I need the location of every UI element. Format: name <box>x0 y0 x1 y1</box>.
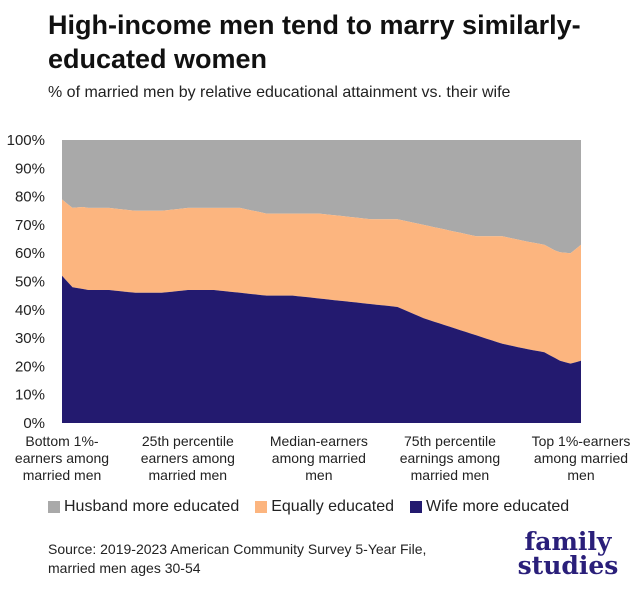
chart-subtitle: % of married men by relative educational… <box>48 84 511 101</box>
legend-item-wife: Wife more educated <box>410 498 569 516</box>
legend-swatch-husband <box>48 501 60 513</box>
y-tick-label: 40% <box>15 302 45 319</box>
x-tick-label: Top 1%-earners among married men <box>532 433 631 483</box>
y-tick-label: 70% <box>15 217 45 234</box>
stacked-area-chart: 0% 10% 20% 30% 40% 50% 60% 70% 80% 90% 100% Bottom … <box>7 132 631 483</box>
x-tick-label: 75th percentile earnings among married men <box>400 433 500 483</box>
y-tick-label: 30% <box>15 330 45 347</box>
y-tick-label: 50% <box>15 274 45 291</box>
legend-item-equal: Equally educated <box>255 498 394 516</box>
chart-title: High-income men tend to marry similarly-… <box>48 10 581 74</box>
legend-swatch-wife <box>410 501 422 513</box>
legend-item-husband: Husband more educated <box>48 498 239 516</box>
y-tick-label: 10% <box>15 387 45 404</box>
y-tick-label: 100% <box>7 132 45 149</box>
area-equally-educated <box>62 199 581 364</box>
y-tick-label: 80% <box>15 189 45 206</box>
x-tick-label: Bottom 1%-earners among married men <box>15 433 109 483</box>
legend-label-equal: Equally educated <box>271 498 394 515</box>
legend-label-husband: Husband more educated <box>64 498 240 515</box>
legend-label-wife: Wife more educated <box>426 498 570 515</box>
logo-line-1: family <box>524 527 612 556</box>
area-wife-more-educated <box>62 275 581 423</box>
x-tick-label: 25th percentile earners among married men <box>141 433 235 483</box>
y-tick-label: 90% <box>15 160 45 177</box>
family-studies-logo: family studies <box>512 527 624 580</box>
y-tick-label: 0% <box>23 415 45 432</box>
area-husband-more-educated <box>62 140 581 254</box>
logo-line-2: studies <box>517 551 619 580</box>
y-tick-label: 20% <box>15 358 45 375</box>
source-note: Source: 2019-2023 American Community Sur… <box>48 541 427 576</box>
legend-swatch-equal <box>255 501 268 513</box>
legend: Husband more educated Equally educated W… <box>48 498 618 516</box>
y-tick-label: 60% <box>15 245 45 262</box>
x-tick-label: Median-earners among married men <box>270 433 368 483</box>
